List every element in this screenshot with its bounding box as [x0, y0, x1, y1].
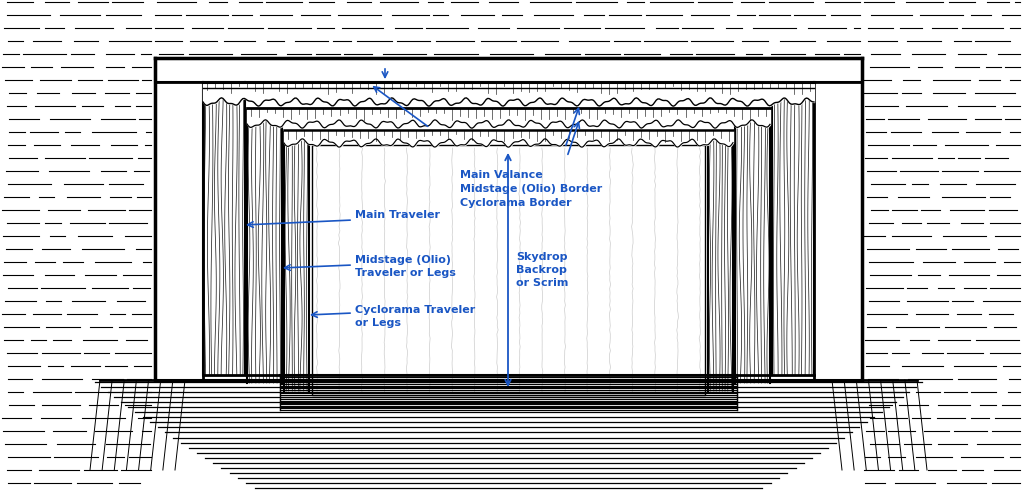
Bar [735, 110, 770, 383]
Bar [247, 110, 282, 383]
Text: Cyclorama Traveler
or Legs: Cyclorama Traveler or Legs [355, 305, 475, 328]
Bar [203, 82, 245, 375]
Bar [312, 145, 705, 395]
Bar [284, 132, 309, 391]
Bar [772, 82, 814, 375]
Bar [155, 58, 862, 82]
Text: Skydrop
Backrop
or Scrim: Skydrop Backrop or Scrim [516, 252, 568, 288]
Text: Midstage (Olio)
Traveler or Legs: Midstage (Olio) Traveler or Legs [355, 255, 456, 278]
Bar [814, 82, 862, 380]
Text: Main Valance
Midstage (Olio) Border
Cyclorama Border: Main Valance Midstage (Olio) Border Cycl… [460, 170, 602, 208]
Text: Main Traveler: Main Traveler [355, 210, 440, 220]
Bar [155, 82, 203, 380]
Bar [708, 132, 733, 391]
